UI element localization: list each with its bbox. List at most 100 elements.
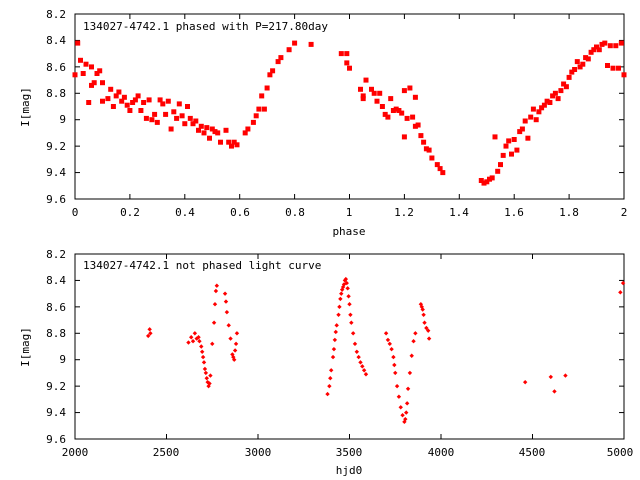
- data-point: [193, 118, 199, 124]
- data-point: [478, 178, 484, 183]
- data-point: [333, 329, 338, 335]
- y-tick-label: 8.2: [46, 248, 66, 261]
- data-point: [506, 138, 512, 144]
- phased-light-curve-panel: 134027-4742.1 phased with P=217.80day 8.…: [19, 8, 627, 238]
- data-point: [202, 366, 208, 372]
- data-point: [231, 139, 237, 145]
- data-point: [119, 98, 125, 104]
- y-tick-label: 9.6: [46, 193, 66, 206]
- data-point: [401, 134, 407, 140]
- data-point: [541, 102, 547, 108]
- plot-frame: [74, 253, 625, 440]
- data-point: [127, 108, 133, 113]
- data-point: [620, 280, 626, 286]
- data-point: [207, 135, 212, 141]
- data-point: [116, 89, 122, 95]
- data-point: [492, 134, 498, 140]
- data-point: [498, 162, 503, 168]
- data-point: [176, 101, 182, 107]
- chart-title: 134027-4742.1 not phased light curve: [83, 259, 321, 272]
- data-point: [327, 383, 332, 389]
- data-point: [583, 55, 589, 61]
- data-point: [399, 110, 405, 116]
- data-point: [392, 362, 397, 368]
- data-point: [259, 93, 265, 99]
- data-point: [149, 117, 155, 123]
- data-point: [201, 360, 207, 365]
- data-point: [393, 370, 398, 376]
- y-axis-label: I[mag]: [19, 327, 32, 367]
- data-point: [182, 121, 188, 127]
- data-point: [325, 391, 330, 397]
- data-point: [440, 170, 446, 176]
- data-point: [232, 357, 237, 362]
- data-point: [618, 290, 623, 295]
- data-point: [396, 394, 402, 399]
- data-point: [160, 101, 166, 107]
- data-point: [522, 379, 528, 385]
- data-point: [148, 331, 153, 336]
- data-point: [396, 108, 402, 113]
- data-point: [201, 130, 207, 136]
- unphased-light-curve-panel: 134027-4742.1 not phased light curve 8.2…: [19, 248, 633, 477]
- data-point: [411, 339, 416, 344]
- data-point: [214, 283, 220, 288]
- tick-marks: [74, 253, 625, 440]
- data-point: [347, 65, 352, 71]
- data-point: [338, 51, 344, 57]
- data-point: [163, 111, 169, 117]
- data-point: [278, 55, 284, 61]
- data-point: [487, 176, 492, 182]
- data-point: [374, 98, 380, 104]
- data-point: [369, 86, 374, 92]
- data-point: [605, 63, 610, 68]
- data-point: [429, 155, 435, 161]
- data-point: [360, 364, 365, 369]
- data-point: [108, 86, 114, 92]
- data-point: [171, 109, 177, 115]
- data-point: [511, 137, 517, 142]
- data-point: [591, 47, 597, 53]
- x-axis: 0 0.2 0.4 0.6 0.8 1 1.2 1.4 1.6 1.8 2: [72, 206, 628, 219]
- data-point: [481, 180, 487, 186]
- data-point: [154, 119, 160, 125]
- data-point: [346, 294, 351, 299]
- data-point: [528, 114, 534, 120]
- data-point: [555, 96, 561, 102]
- data-point: [522, 118, 528, 124]
- x-tick-label: 2: [621, 206, 628, 219]
- data-point: [552, 389, 557, 394]
- data-point: [245, 126, 251, 132]
- data-point: [621, 72, 627, 78]
- data-point: [393, 106, 399, 112]
- data-point: [94, 71, 100, 76]
- data-point: [190, 339, 196, 344]
- y-tick-label: 9: [59, 353, 66, 366]
- data-point: [552, 90, 558, 96]
- data-point: [344, 280, 349, 286]
- data-point: [361, 368, 367, 373]
- data-point: [426, 147, 432, 153]
- data-point: [580, 61, 586, 67]
- data-point: [83, 61, 89, 67]
- data-point: [146, 333, 151, 339]
- data-point: [388, 96, 394, 102]
- data-point: [80, 71, 86, 76]
- data-point: [412, 94, 418, 100]
- x-tick-label: 1.6: [504, 206, 524, 219]
- data-point: [89, 82, 94, 88]
- data-point: [350, 331, 356, 336]
- data-point: [347, 302, 352, 307]
- data-point: [418, 133, 424, 139]
- data-point: [232, 348, 238, 353]
- x-tick-label: 5000: [607, 446, 634, 459]
- data-point: [423, 146, 429, 152]
- data-point: [352, 341, 358, 347]
- data-point: [332, 337, 338, 343]
- x-tick-label: 0: [72, 206, 79, 219]
- y-tick-label: 8.8: [46, 327, 66, 340]
- data-point: [286, 47, 292, 53]
- y-axis-label: I[mag]: [19, 87, 32, 127]
- data-point: [404, 115, 410, 121]
